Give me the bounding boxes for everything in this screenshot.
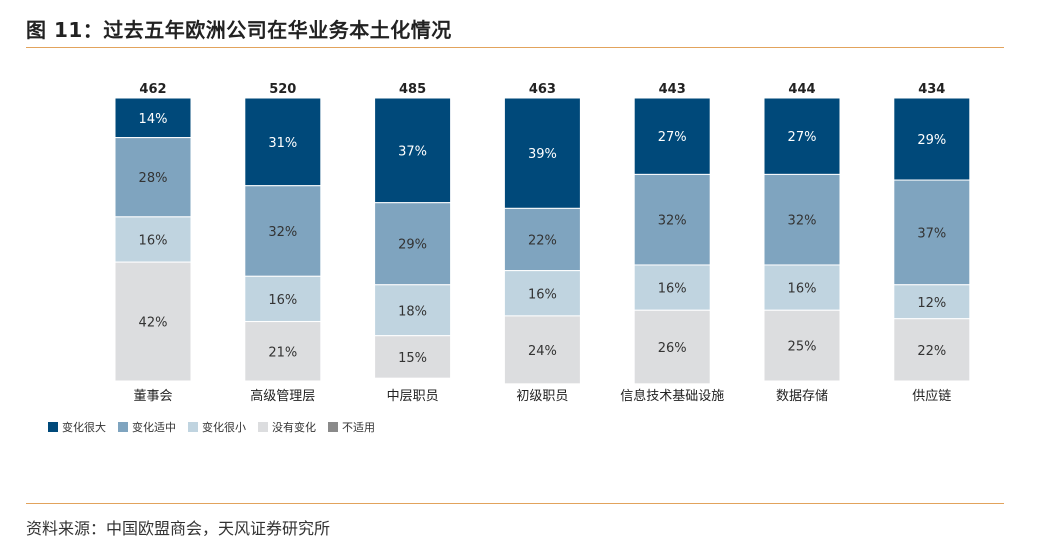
bar-segment bbox=[763, 173, 841, 266]
bar-segment bbox=[893, 179, 971, 286]
stacked-bar-chart: 14% 28% 16% 42% 462 董事会 31% 32% 16% 21% 520 高级管理层 37… bbox=[48, 82, 971, 434]
segment-value-label: 16% bbox=[528, 287, 557, 302]
segment-value-label: 37% bbox=[917, 226, 946, 241]
bar-segment bbox=[114, 137, 192, 218]
legend-label: 不适用 bbox=[342, 421, 375, 434]
source-divider bbox=[26, 503, 1004, 504]
bar-total-label: 462 bbox=[139, 82, 166, 97]
segment-value-label: 31% bbox=[268, 136, 297, 151]
segment-value-label: 39% bbox=[528, 147, 557, 162]
segment-value-label: 42% bbox=[139, 316, 168, 331]
bar-segment bbox=[374, 284, 452, 337]
legend-swatch bbox=[118, 422, 128, 432]
bar-segment bbox=[114, 261, 192, 382]
segment-value-label: 22% bbox=[917, 344, 946, 359]
segment-value-label: 32% bbox=[788, 214, 817, 229]
bar-segment bbox=[893, 284, 971, 320]
segment-value-label: 18% bbox=[398, 304, 427, 319]
segment-value-label: 27% bbox=[658, 130, 687, 145]
segment-value-label: 14% bbox=[139, 112, 168, 127]
legend-label: 变化很大 bbox=[62, 420, 106, 434]
bar-segment bbox=[633, 173, 711, 266]
segment-value-label: 16% bbox=[268, 293, 297, 308]
legend: 变化很大 变化适中 变化很小 没有变化 不适用 bbox=[48, 420, 375, 434]
segment-value-label: 29% bbox=[398, 238, 427, 253]
category-tick-label: 高级管理层 bbox=[250, 388, 315, 404]
segment-value-label: 24% bbox=[528, 344, 557, 359]
category-tick-label: 中层职员 bbox=[387, 389, 439, 404]
bar-total-label: 443 bbox=[659, 82, 686, 97]
category-tick-label: 初级职员 bbox=[516, 389, 568, 404]
segment-value-label: 16% bbox=[139, 234, 168, 249]
bar-segment bbox=[374, 335, 452, 379]
bar-segment bbox=[893, 318, 971, 382]
legend-label: 变化适中 bbox=[132, 420, 176, 434]
legend-label: 没有变化 bbox=[272, 420, 316, 434]
segment-value-label: 25% bbox=[788, 340, 817, 355]
labels-layer: 14% 28% 16% 42% 462 董事会 31% 32% 16% 21% 520 高级管理层 37… bbox=[133, 82, 951, 404]
segment-value-label: 21% bbox=[268, 345, 297, 360]
category-tick-label: 数据存储 bbox=[776, 389, 828, 404]
legend-swatch bbox=[188, 422, 198, 432]
segment-value-label: 16% bbox=[658, 282, 687, 297]
bar-segment bbox=[114, 97, 192, 139]
category-tick-label: 董事会 bbox=[133, 389, 172, 404]
segment-value-label: 29% bbox=[917, 133, 946, 148]
category-tick-label: 信息技术基础设施 bbox=[620, 388, 724, 404]
bar-segment bbox=[763, 309, 841, 382]
bar-segment bbox=[244, 321, 322, 382]
segment-value-label: 32% bbox=[658, 214, 687, 229]
legend-label: 变化很小 bbox=[202, 420, 246, 434]
segment-value-label: 15% bbox=[398, 351, 427, 366]
segment-value-label: 37% bbox=[398, 144, 427, 159]
segment-value-label: 26% bbox=[658, 341, 687, 356]
bar-segment bbox=[244, 97, 322, 187]
bar-segment bbox=[244, 185, 322, 277]
legend-swatch bbox=[258, 422, 268, 432]
bar-segment bbox=[503, 207, 581, 272]
bars-layer bbox=[114, 97, 971, 385]
bar-segment bbox=[503, 97, 581, 209]
bar-total-label: 520 bbox=[269, 82, 296, 97]
title-divider bbox=[26, 47, 1004, 48]
bar-segment bbox=[503, 315, 581, 385]
legend-swatch bbox=[48, 422, 58, 432]
bar-segment bbox=[893, 97, 971, 181]
bar-segment bbox=[763, 97, 841, 175]
bar-total-label: 463 bbox=[529, 82, 556, 97]
segment-value-label: 16% bbox=[788, 282, 817, 297]
bar-segment bbox=[374, 202, 452, 286]
segment-value-label: 27% bbox=[788, 130, 817, 145]
bar-segment bbox=[114, 216, 192, 263]
legend-swatch bbox=[328, 422, 338, 432]
segment-value-label: 28% bbox=[139, 171, 168, 186]
bar-total-label: 485 bbox=[399, 82, 426, 97]
bar-total-label: 444 bbox=[788, 82, 815, 97]
figure-title: 图 11：过去五年欧洲公司在华业务本土化情况 bbox=[26, 18, 452, 42]
bar-segment bbox=[633, 264, 711, 311]
category-tick-label: 供应链 bbox=[912, 388, 951, 404]
source-note: 资料来源：中国欧盟商会，天风证券研究所 bbox=[26, 519, 331, 538]
bar-segment bbox=[633, 309, 711, 385]
segment-value-label: 32% bbox=[268, 225, 297, 240]
segment-value-label: 22% bbox=[528, 234, 557, 249]
segment-value-label: 12% bbox=[917, 296, 946, 311]
bar-total-label: 434 bbox=[918, 82, 945, 97]
bar-segment bbox=[374, 97, 452, 204]
